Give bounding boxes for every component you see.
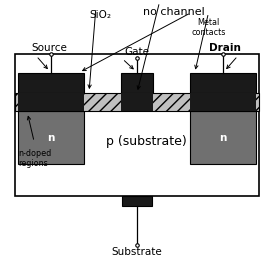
- Bar: [190, 111, 257, 165]
- Bar: [121, 74, 153, 93]
- Bar: [15, 93, 259, 111]
- Text: Gate: Gate: [125, 47, 150, 57]
- Bar: [190, 74, 257, 93]
- Text: n: n: [219, 133, 227, 143]
- Text: Substrate: Substrate: [112, 247, 162, 257]
- Text: no channel: no channel: [143, 7, 205, 17]
- Bar: [121, 93, 153, 111]
- Bar: [190, 93, 257, 111]
- Text: SiO₂: SiO₂: [90, 10, 112, 20]
- Text: n: n: [47, 133, 54, 143]
- Bar: [15, 54, 259, 196]
- Bar: [18, 74, 84, 93]
- Bar: [18, 111, 84, 165]
- Text: Drain: Drain: [209, 43, 241, 53]
- Text: Metal
contacts: Metal contacts: [191, 18, 226, 37]
- Text: p (substrate): p (substrate): [106, 135, 187, 148]
- Bar: [18, 93, 84, 111]
- Bar: [122, 196, 152, 206]
- Text: n-doped
regions: n-doped regions: [18, 149, 52, 168]
- Text: Source: Source: [31, 43, 67, 53]
